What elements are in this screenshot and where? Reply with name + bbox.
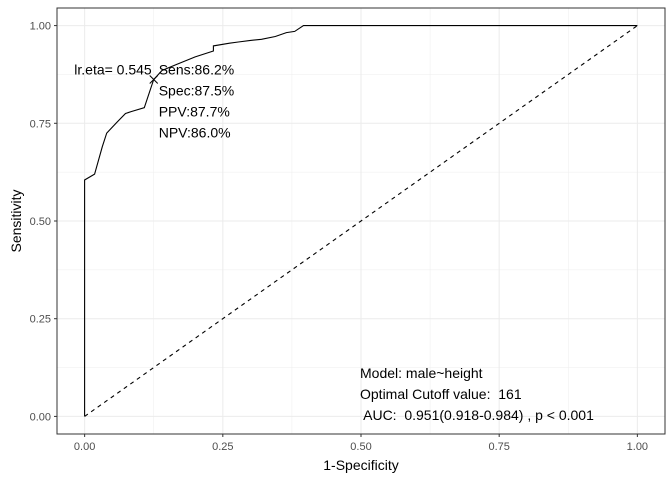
x-tick-label: 0.00 [74,441,95,453]
model-annotation-line: AUC: 0.951(0.918-0.984) , p < 0.001 [360,407,594,423]
x-axis-title: 1-Specificity [323,457,398,473]
model-annotation-line: Optimal Cutoff value: 161 [360,386,522,402]
cutoff-stat-label: PPV:87.7% [159,104,230,120]
y-tick-label: 0.50 [30,216,51,228]
cutoff-stat-label: NPV:86.0% [159,125,231,141]
cutoff-stat-label: Spec:87.5% [159,83,235,99]
x-tick-label: 0.25 [212,441,233,453]
tick-layer: 0.00 0.25 0.50 0.75 1.00 0.00 0.25 0.50 0.75 1.00 [30,21,648,453]
y-tick-label: 0.25 [30,314,51,326]
cutoff-stat-label: Sens:86.2% [159,62,235,78]
model-annotation-line: Model: male~height [360,365,483,381]
x-tick-label: 0.50 [350,441,371,453]
y-axis-title: Sensitivity [8,189,24,252]
x-tick-label: 0.75 [488,441,509,453]
cutoff-label: lr.eta= 0.545 [74,62,152,78]
reference-diagonal-line [84,25,638,417]
y-tick-label: 1.00 [30,21,51,33]
y-tick-label: 0.00 [30,411,51,423]
series-layer [84,25,638,417]
roc-curve-line [84,25,638,417]
cutoff-marker-stroke-b [149,75,159,84]
annotation-layer: lr.eta= 0.545 Sens:86.2% Spec:87.5% PPV:87.… [74,62,594,423]
x-tick-label: 1.00 [627,441,648,453]
y-tick-label: 0.75 [30,118,51,130]
